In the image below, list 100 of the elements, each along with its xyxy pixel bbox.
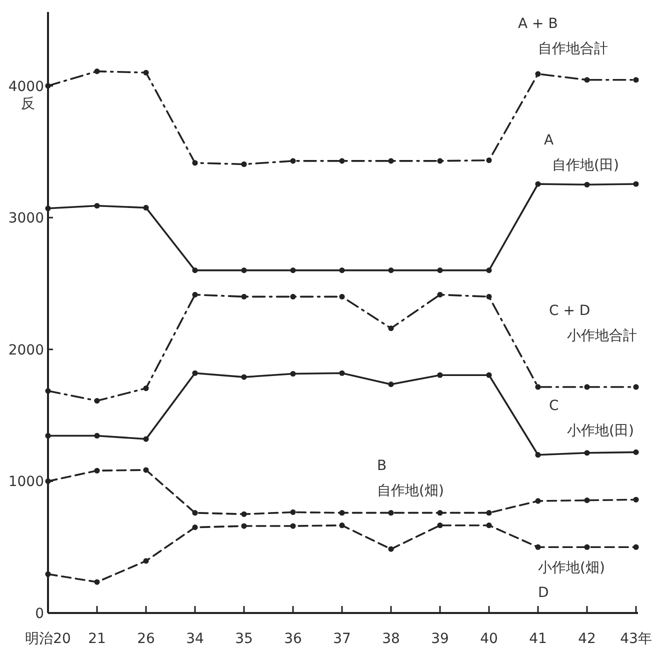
point [192,268,198,274]
point [486,372,492,378]
text: C + D 小作地合計 [549,302,637,344]
point [535,544,541,550]
point [437,268,443,274]
point [339,294,345,300]
x-tick-label: 21 [88,631,106,647]
point [290,523,296,529]
series-label: A + B 自作地合計 [518,16,608,57]
point [633,496,639,502]
point [94,468,100,474]
x-tick-label: 39 [431,631,449,647]
point [241,511,247,517]
series-label: C 小作地(田) [549,398,634,439]
x-tick-label: 明治20 [25,631,71,647]
point [192,510,198,516]
point [143,558,149,564]
point [584,384,590,390]
x-tick-label: 37 [333,631,351,647]
y-tick-label: 4000 [8,78,44,95]
point [94,579,100,585]
point [486,268,492,274]
point [535,71,541,77]
point [94,398,100,404]
point [633,181,639,187]
point [94,202,100,209]
point [486,522,492,528]
point [584,182,590,188]
point [45,388,51,394]
point [584,77,590,83]
point [535,498,541,504]
point [486,157,492,164]
point [339,522,345,528]
point [437,510,443,516]
point [45,571,51,577]
series-label: B 自作地(畑) [377,458,444,499]
point [192,524,198,530]
x-tick-label: 34 [186,631,204,647]
point [241,161,247,168]
point [339,268,345,274]
point [437,522,443,528]
point [584,544,590,550]
point [339,370,345,376]
y-tick-label: 2000 [8,342,44,358]
point [94,432,100,439]
point [388,268,394,274]
point [45,478,51,484]
point [192,370,198,376]
x-tick-label: 43年 [620,631,652,647]
point [143,385,149,392]
point [388,510,394,516]
point [633,544,639,550]
x-tick-label: 26 [137,631,155,647]
point [290,158,296,164]
y-axis-title: 反 [21,96,35,112]
point [290,268,296,274]
point [143,436,149,442]
point [241,523,247,529]
point [143,467,149,473]
y-tick-label: 3000 [8,210,44,227]
point [192,292,198,298]
point [94,68,100,74]
point [241,374,247,380]
point [241,268,247,274]
point [388,158,394,164]
point [143,70,149,76]
point [290,370,296,377]
x-tick-label: 42 [578,631,596,647]
point [339,510,345,516]
point [290,509,296,515]
point [339,158,345,164]
point [388,326,394,332]
point [437,292,443,298]
x-tick-label: 41 [529,631,547,647]
series-label: 小作地(畑) D [538,560,605,602]
point [143,204,149,211]
point [388,546,394,552]
point [388,382,394,388]
point [486,294,492,300]
x-tick-label: 40 [480,631,498,647]
point [290,294,296,300]
point [241,294,247,300]
point [633,384,639,390]
point [633,77,639,83]
point [633,449,639,456]
y-tick-label: 0 [35,606,44,622]
point [45,432,51,439]
y-tick-label: 1000 [8,474,44,490]
point [535,452,541,458]
series-label: A 自作地(田) [544,132,619,174]
point [535,384,541,390]
point [437,372,443,378]
point [584,498,590,504]
point [45,206,51,212]
x-tick-label: 36 [284,631,302,647]
point [535,181,541,187]
point [486,510,492,516]
x-tick-label: 35 [235,631,253,647]
point [192,160,198,166]
x-tick-label: 38 [382,631,400,647]
